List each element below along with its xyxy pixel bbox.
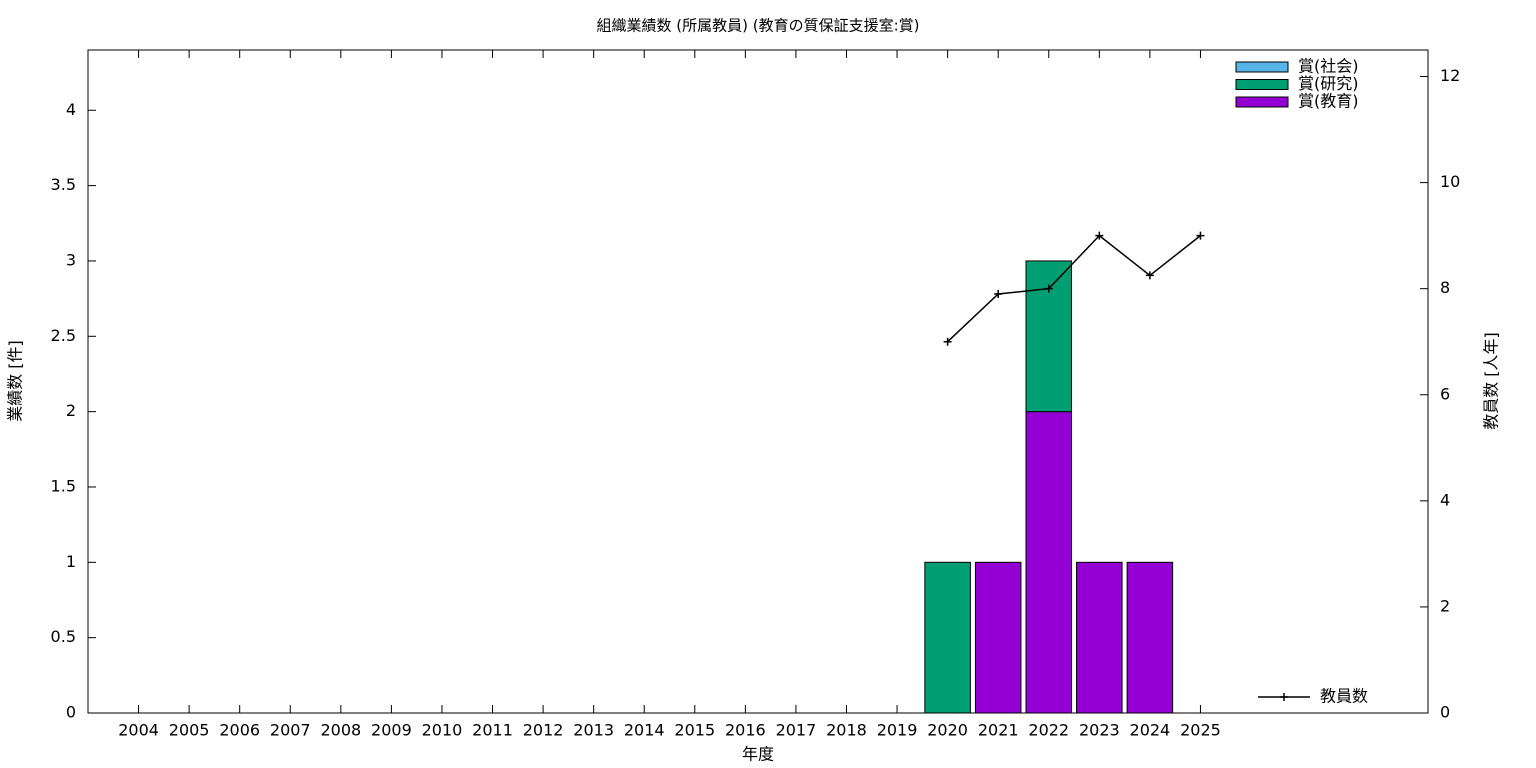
y-axis-title: 業績数 [件] bbox=[6, 340, 25, 422]
line bbox=[947, 234, 1201, 343]
y2-axis-title: 教員数 [人年] bbox=[1482, 332, 1501, 430]
bar bbox=[1076, 561, 1123, 714]
legend-swatch bbox=[1235, 61, 1289, 73]
x-tick-label: 2009 bbox=[371, 721, 412, 740]
y-tick-label: 4 bbox=[66, 100, 76, 119]
bar bbox=[974, 561, 1022, 714]
y-tick-label: 0.5 bbox=[51, 627, 76, 646]
bar bbox=[1126, 561, 1174, 714]
x-tick-label: 2017 bbox=[776, 721, 817, 740]
y2-tick-label: 8 bbox=[1440, 278, 1450, 297]
point bbox=[1044, 284, 1053, 293]
legend-swatch bbox=[1235, 96, 1289, 108]
legend-label: 賞(社会) bbox=[1298, 57, 1359, 76]
x-tick-label: 2008 bbox=[320, 721, 361, 740]
chart-title: 組織業績数 (所属教員) (教育の質保証支援室:賞) bbox=[596, 17, 919, 35]
legend-label: 賞(研究) bbox=[1298, 74, 1359, 93]
y-tick-label: 1.5 bbox=[51, 476, 76, 495]
y-tick-label: 3 bbox=[66, 250, 76, 269]
plot-frame bbox=[87, 49, 1429, 714]
x-tick-label: 2023 bbox=[1079, 721, 1120, 740]
point bbox=[1145, 271, 1154, 280]
y2-tick-label: 12 bbox=[1440, 66, 1460, 85]
point bbox=[1196, 231, 1205, 240]
bar bbox=[1025, 260, 1073, 413]
x-tick-label: 2007 bbox=[270, 721, 311, 740]
x-tick-label: 2004 bbox=[118, 721, 159, 740]
x-tick-label: 2025 bbox=[1180, 721, 1221, 740]
x-tick-label: 2005 bbox=[169, 721, 210, 740]
bar bbox=[1025, 411, 1073, 714]
x-tick-label: 2024 bbox=[1130, 721, 1171, 740]
legend-swatch bbox=[1280, 693, 1288, 701]
y-tick-label: 3.5 bbox=[51, 175, 76, 194]
legend-label: 賞(教育) bbox=[1298, 92, 1359, 111]
x-tick-label: 2022 bbox=[1028, 721, 1069, 740]
x-tick-label: 2006 bbox=[219, 721, 260, 740]
x-tick-label: 2018 bbox=[826, 721, 867, 740]
x-tick-label: 2021 bbox=[978, 721, 1019, 740]
y2-tick-label: 6 bbox=[1440, 384, 1450, 403]
x-tick-label: 2015 bbox=[674, 721, 715, 740]
y-tick-label: 2 bbox=[66, 401, 76, 420]
point bbox=[1095, 231, 1104, 240]
x-tick-label: 2016 bbox=[725, 721, 766, 740]
x-tick-label: 2010 bbox=[422, 721, 463, 740]
point bbox=[943, 337, 952, 346]
x-tick-label: 2014 bbox=[624, 721, 665, 740]
x-tick-label: 2011 bbox=[472, 721, 513, 740]
legend-label: 教員数 bbox=[1320, 687, 1368, 706]
y2-tick-label: 4 bbox=[1440, 490, 1450, 509]
y2-tick-label: 2 bbox=[1440, 596, 1450, 615]
y2-tick-label: 0 bbox=[1440, 703, 1450, 722]
legend-swatch bbox=[1235, 79, 1289, 90]
y2-tick-label: 10 bbox=[1440, 172, 1460, 191]
y-tick-label: 1 bbox=[66, 552, 76, 571]
x-tick-label: 2013 bbox=[573, 721, 614, 740]
point bbox=[994, 289, 1003, 298]
y-tick-label: 0 bbox=[66, 703, 76, 722]
x-tick-label: 2012 bbox=[523, 721, 564, 740]
bar bbox=[924, 561, 971, 714]
x-tick-label: 2020 bbox=[927, 721, 968, 740]
x-tick-label: 2019 bbox=[877, 721, 918, 740]
y-tick-label: 2.5 bbox=[51, 326, 76, 345]
x-axis-title: 年度 bbox=[742, 745, 774, 764]
